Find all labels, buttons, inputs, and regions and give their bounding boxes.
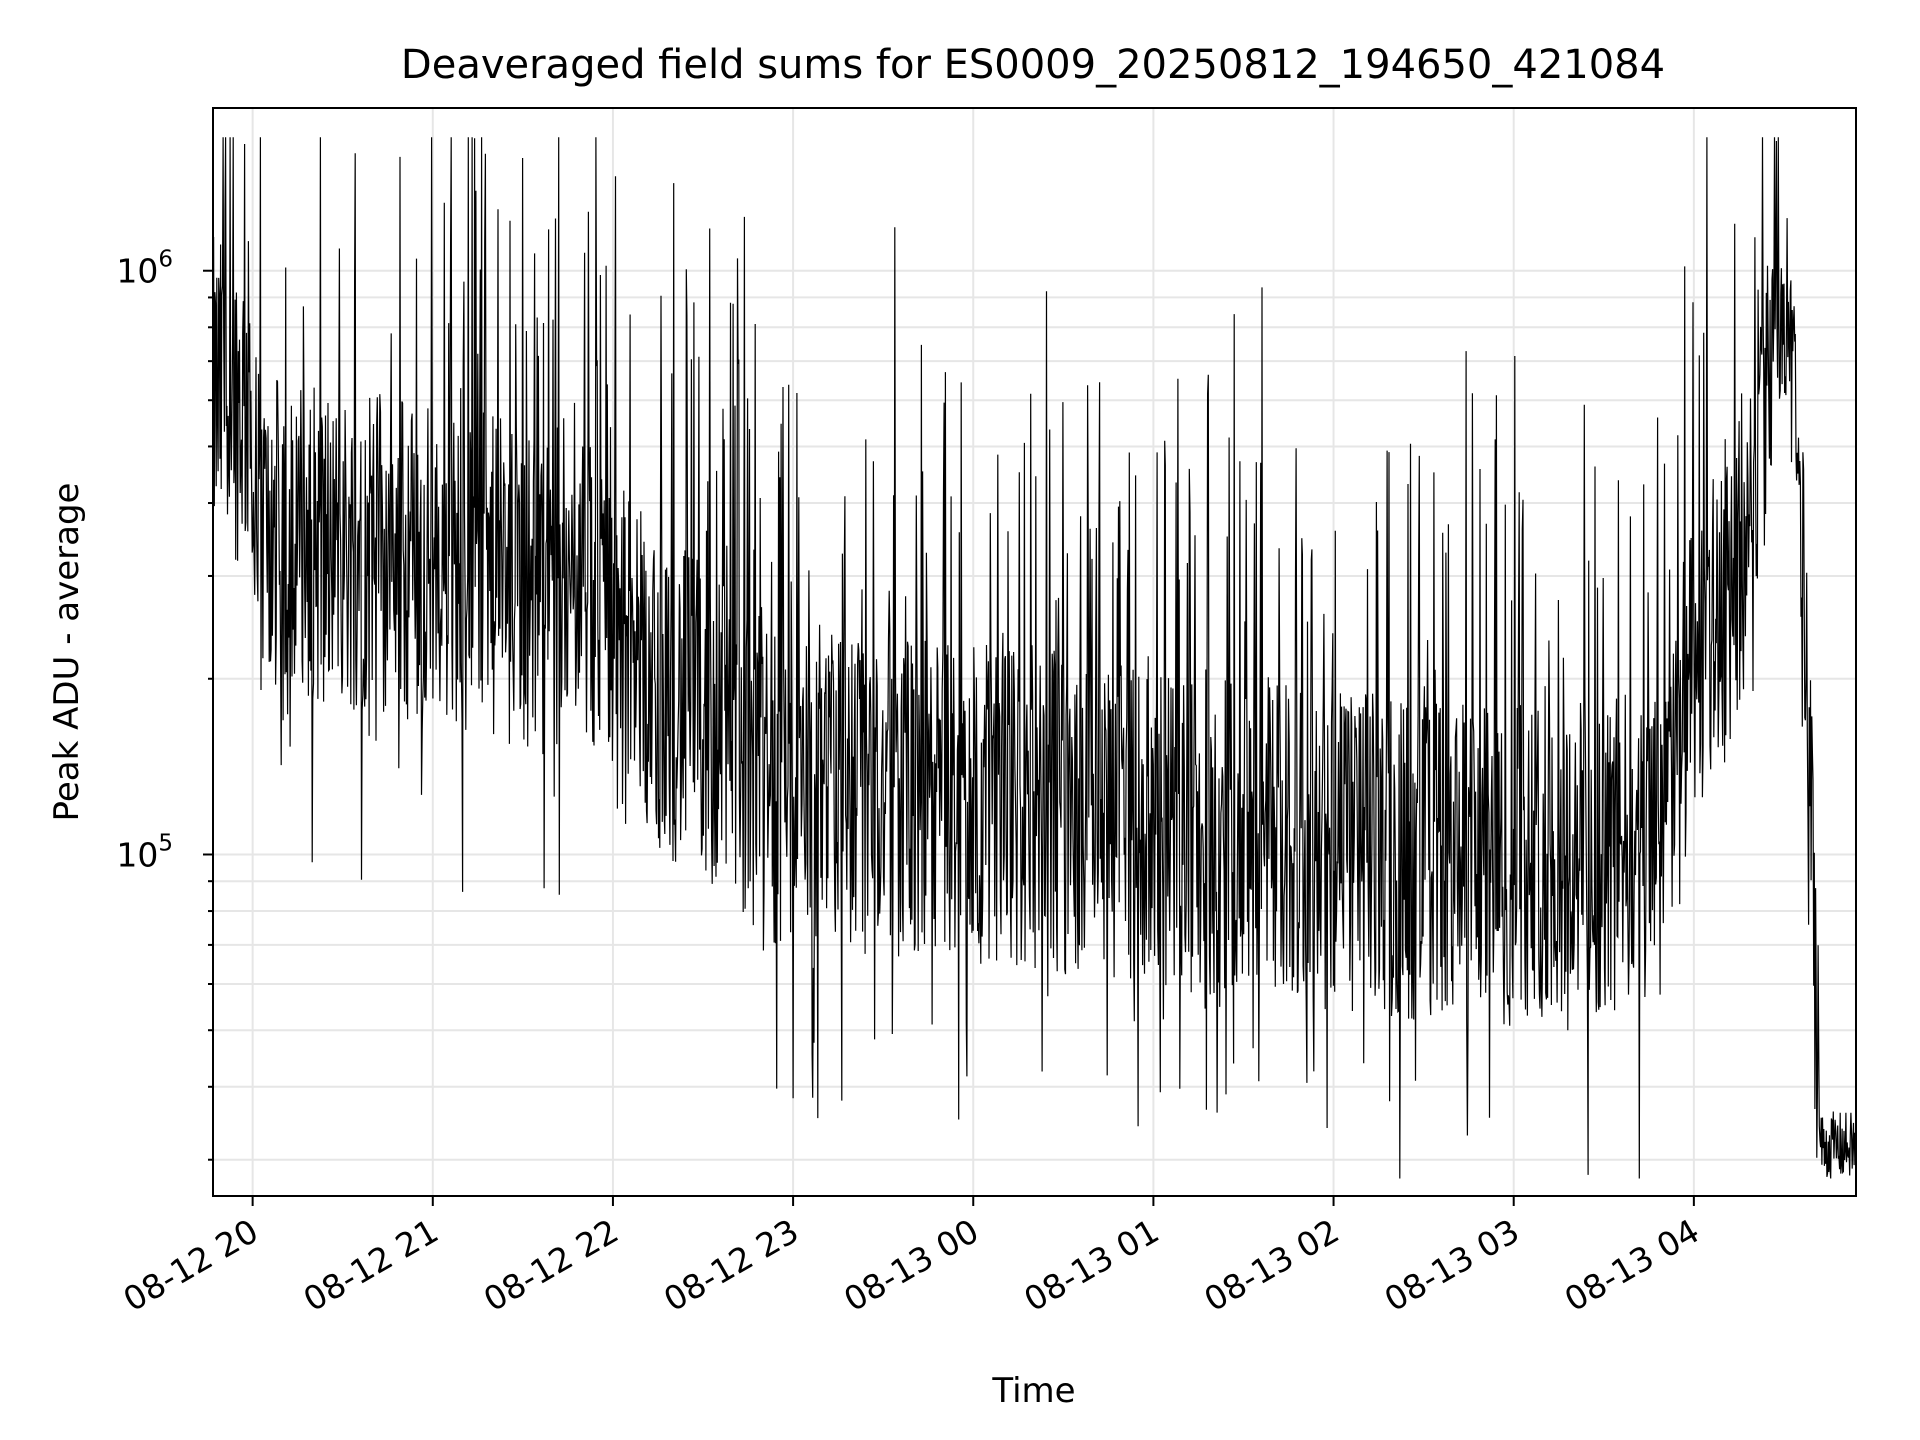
y-axis-label: Peak ADU - average bbox=[47, 483, 87, 822]
x-axis-label: Time bbox=[991, 1371, 1075, 1411]
y-tick-label: 106 bbox=[116, 247, 173, 291]
series-line bbox=[212, 137, 1857, 1179]
chart-title: Deaveraged field sums for ES0009_2025081… bbox=[401, 42, 1665, 88]
plot-area-frame bbox=[212, 107, 1857, 1197]
y-tick-label: 105 bbox=[116, 830, 173, 874]
data-layer bbox=[212, 137, 1857, 1179]
y-axis-ticks: 105 106 bbox=[116, 247, 213, 1161]
